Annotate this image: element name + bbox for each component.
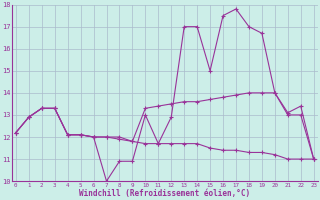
X-axis label: Windchill (Refroidissement éolien,°C): Windchill (Refroidissement éolien,°C): [79, 189, 250, 198]
